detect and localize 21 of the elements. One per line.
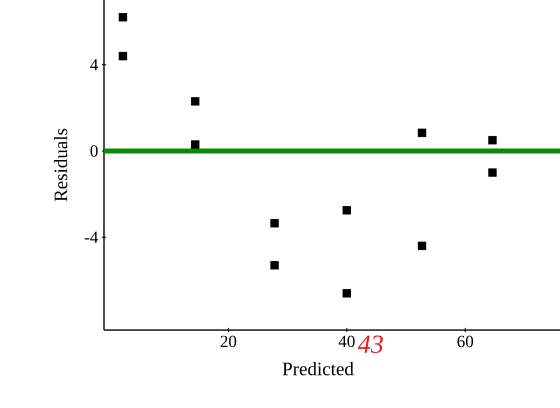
x-tick-label: 20 [220, 336, 236, 348]
point [270, 261, 279, 270]
point [270, 219, 279, 228]
point [488, 136, 497, 144]
y-tick-label: 4 [90, 59, 98, 70]
point [342, 289, 351, 298]
point [342, 206, 351, 214]
point [191, 97, 200, 106]
point [488, 168, 497, 177]
y-tick-label: 0 [90, 145, 98, 157]
text: 43 [358, 336, 383, 353]
point [418, 242, 426, 250]
point [118, 52, 128, 60]
x-tick-label: 60 [457, 336, 474, 348]
point [118, 13, 128, 22]
point [191, 140, 200, 149]
point [418, 128, 426, 138]
x-tick-label: 40 [338, 336, 355, 348]
y-axis-title: Residuals [54, 128, 68, 202]
y-tick-label: -4 [84, 232, 98, 243]
x-axis-title: Predicted [282, 362, 354, 376]
